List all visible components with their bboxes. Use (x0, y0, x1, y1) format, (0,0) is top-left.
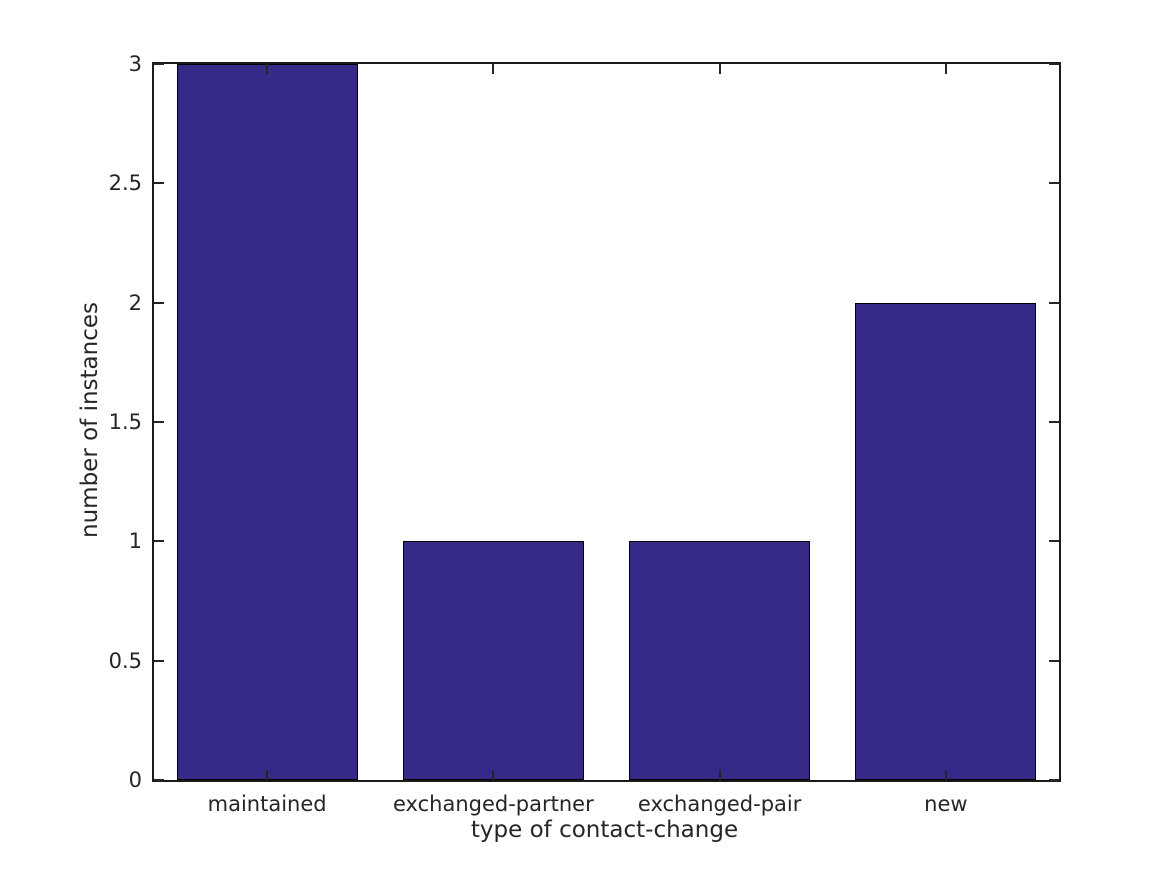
y-tick-left (154, 421, 164, 423)
bar-exchanged-pair (629, 541, 811, 780)
plot-area (152, 62, 1061, 782)
bar-exchanged-partner (402, 541, 584, 780)
y-tick-left (154, 301, 164, 304)
y-tick-right (1049, 779, 1059, 781)
x-axis-title: type of contact-change (470, 817, 739, 843)
y-tick-label: 2 (128, 290, 142, 315)
x-tick-bottom (266, 770, 269, 780)
x-tick-bottom (718, 770, 721, 780)
x-tick-label-new: new (924, 792, 968, 816)
y-tick-label: 0.5 (108, 648, 142, 673)
x-tick-top (718, 64, 721, 74)
y-tick-left (154, 659, 164, 662)
y-tick-right (1049, 540, 1059, 543)
y-tick-left (154, 182, 164, 185)
bar-new (855, 302, 1037, 780)
x-tick-bottom (492, 770, 495, 780)
bar-maintained (176, 64, 358, 780)
y-tick-right (1049, 63, 1059, 65)
y-tick-left (154, 540, 164, 543)
y-tick-label: 2.5 (108, 171, 142, 196)
y-tick-label: 1.5 (108, 410, 142, 434)
y-tick-left (154, 779, 164, 781)
x-tick-bottom (944, 770, 947, 780)
y-tick-right (1049, 301, 1059, 304)
y-tick-right (1049, 182, 1059, 185)
y-tick-left (154, 63, 164, 65)
x-tick-label-exchanged-partner: exchanged-partner (393, 792, 594, 816)
y-tick-right (1049, 421, 1059, 423)
y-axis-title-text: number of instances (77, 302, 103, 538)
x-tick-top (944, 64, 947, 74)
y-tick-right (1049, 659, 1059, 662)
y-tick-label: 3 (128, 52, 142, 76)
x-tick-top (492, 64, 495, 74)
y-tick-label: 1 (128, 529, 142, 554)
x-tick-top (266, 64, 269, 74)
y-tick-label: 0 (128, 768, 142, 792)
x-tick-label-exchanged-pair: exchanged-pair (637, 792, 802, 816)
x-tick-label-maintained: maintained (207, 792, 327, 816)
